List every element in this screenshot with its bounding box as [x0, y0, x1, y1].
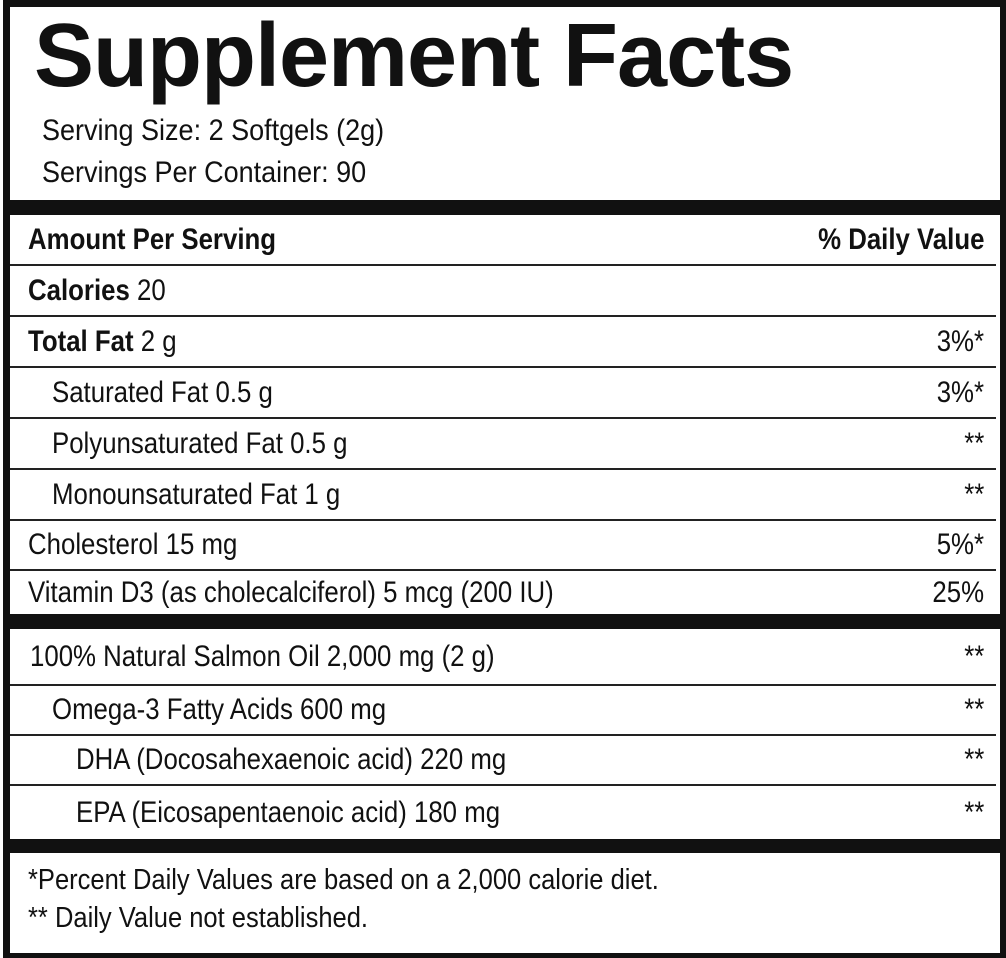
total-fat-row: Total Fat 2 g 3%* — [10, 317, 996, 368]
nutrient-dv: 25% — [932, 575, 984, 609]
nutrient-name: Polyunsaturated Fat 0.5 g — [52, 426, 348, 460]
ingredient-row: 100% Natural Salmon Oil 2,000 mg (2 g) *… — [10, 629, 996, 686]
nutrient-name: Saturated Fat 0.5 g — [52, 375, 273, 409]
total-fat-dv: 3%* — [936, 324, 984, 358]
ingredient-name: DHA (Docosahexaenoic acid) 220 mg — [76, 743, 507, 776]
ingredient-row: DHA (Docosahexaenoic acid) 220 mg ** — [10, 736, 996, 786]
header-row: Amount Per Serving % Daily Value — [10, 215, 996, 266]
ingredient-name: 100% Natural Salmon Oil 2,000 mg (2 g) — [30, 639, 495, 673]
nutrient-row: Polyunsaturated Fat 0.5 g ** — [10, 419, 996, 470]
nutrient-row: Saturated Fat 0.5 g 3%* — [10, 368, 996, 419]
thick-divider — [3, 200, 1006, 215]
amount-per-serving: Amount Per Serving — [28, 222, 277, 256]
label-title: Supplement Facts — [34, 6, 794, 106]
nutrient-name: Cholesterol 15 mg — [28, 528, 238, 561]
calories-value: 20 — [136, 273, 166, 307]
nutrient-row: Cholesterol 15 mg 5%* — [10, 521, 996, 571]
ingredient-dv: ** — [963, 639, 984, 673]
total-fat-value: 2 g — [140, 324, 177, 358]
ingredient-row: EPA (Eicosapentaenoic acid) 180 mg ** — [10, 786, 996, 839]
servings-per-container: Servings Per Container: 90 — [42, 156, 367, 189]
ingredient-name: Omega-3 Fatty Acids 600 mg — [52, 693, 387, 726]
nutrient-dv: 5%* — [936, 528, 984, 561]
serving-size: Serving Size: 2 Softgels (2g) — [42, 114, 385, 147]
total-fat-label: Total Fat — [28, 324, 134, 358]
nutrient-dv: 3%* — [936, 375, 984, 409]
calories-row: Calories 20 — [10, 266, 996, 317]
ingredient-row: Omega-3 Fatty Acids 600 mg ** — [10, 686, 996, 736]
thick-divider — [3, 614, 1006, 629]
ingredient-dv: ** — [963, 795, 984, 829]
thick-divider — [3, 839, 1006, 853]
ingredient-dv: ** — [963, 693, 984, 726]
daily-value-header: % Daily Value — [817, 222, 984, 256]
ingredient-dv: ** — [963, 743, 984, 776]
ingredient-name: EPA (Eicosapentaenoic acid) 180 mg — [76, 795, 501, 829]
nutrient-dv: ** — [963, 477, 984, 511]
footnote-not-established: ** Daily Value not established. — [28, 902, 369, 934]
label-border — [3, 0, 1006, 958]
footnote-daily-value: *Percent Daily Values are based on a 2,0… — [28, 864, 659, 896]
nutrient-row: Monounsaturated Fat 1 g ** — [10, 470, 996, 521]
calories-label: Calories — [28, 273, 130, 307]
nutrient-name: Monounsaturated Fat 1 g — [52, 477, 341, 511]
nutrient-dv: ** — [963, 426, 984, 460]
nutrient-name: Vitamin D3 (as cholecalciferol) 5 mcg (2… — [28, 575, 554, 609]
nutrient-row: Vitamin D3 (as cholecalciferol) 5 mcg (2… — [10, 571, 996, 614]
